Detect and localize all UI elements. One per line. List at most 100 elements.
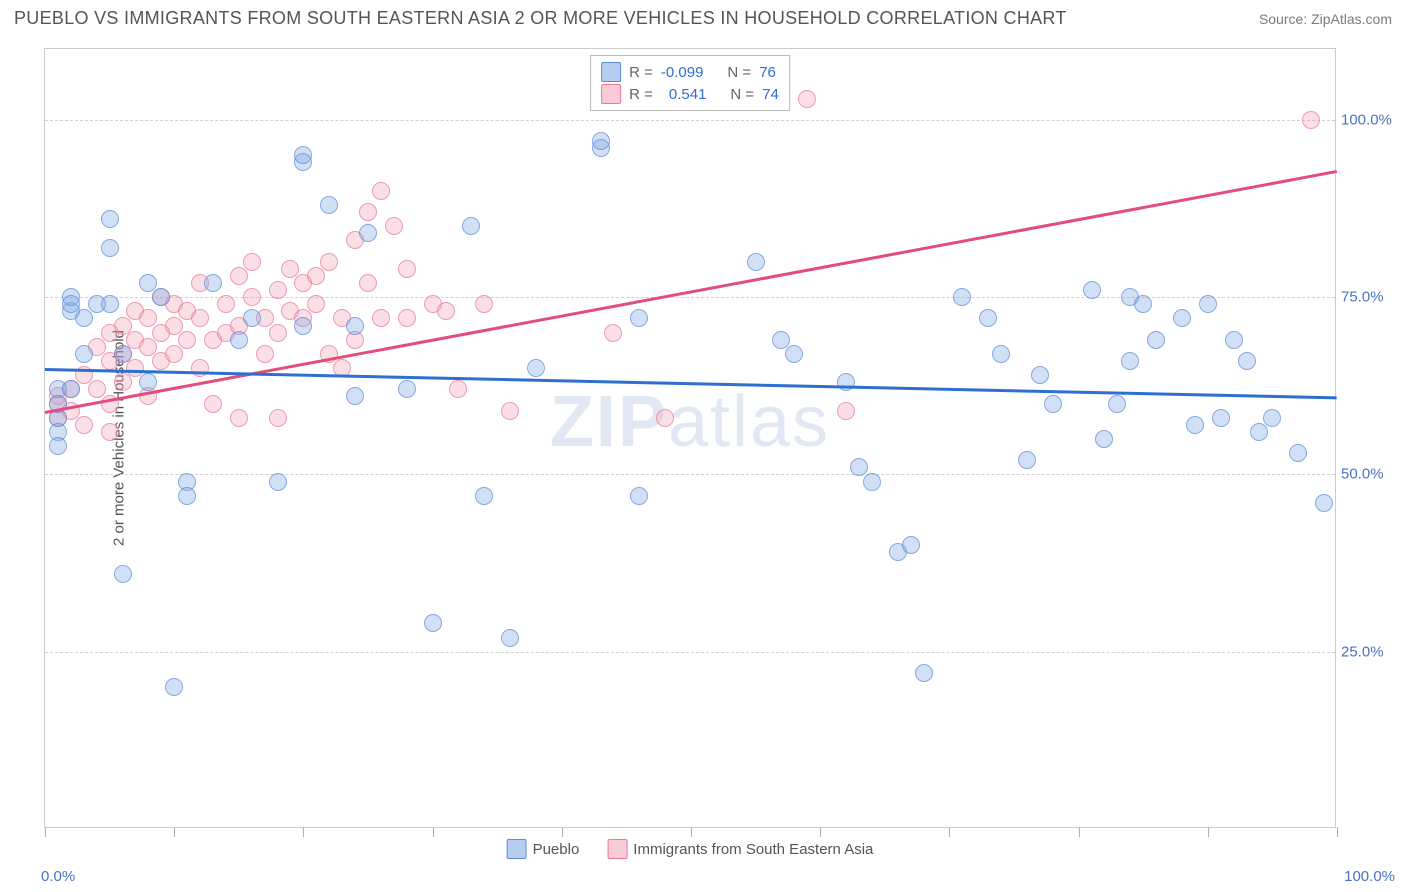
data-point <box>359 224 377 242</box>
data-point <box>204 395 222 413</box>
y-tick-label: 25.0% <box>1341 643 1397 660</box>
n-value: 74 <box>762 86 779 103</box>
data-point <box>1263 409 1281 427</box>
x-tick <box>174 827 175 837</box>
data-point <box>1095 430 1113 448</box>
data-point <box>1044 395 1062 413</box>
data-point <box>269 281 287 299</box>
data-point <box>527 359 545 377</box>
data-point <box>501 629 519 647</box>
data-point <box>1289 444 1307 462</box>
legend-item-pueblo: Pueblo <box>507 839 580 859</box>
data-point <box>398 380 416 398</box>
stats-row-blue: R = -0.099 N = 76 <box>601 62 779 82</box>
trend-line <box>45 170 1337 414</box>
data-point <box>320 196 338 214</box>
data-point <box>165 345 183 363</box>
data-point <box>604 324 622 342</box>
x-tick <box>1208 827 1209 837</box>
x-tick <box>1079 827 1080 837</box>
data-point <box>243 288 261 306</box>
x-tick <box>562 827 563 837</box>
source-attribution: Source: ZipAtlas.com <box>1259 11 1392 27</box>
data-point <box>1147 331 1165 349</box>
data-point <box>294 317 312 335</box>
data-point <box>191 359 209 377</box>
data-point <box>114 373 132 391</box>
data-point <box>1302 111 1320 129</box>
data-point <box>1108 395 1126 413</box>
x-tick-label-left: 0.0% <box>41 868 75 885</box>
legend-label: Pueblo <box>533 841 580 858</box>
data-point <box>475 487 493 505</box>
data-point <box>101 295 119 313</box>
data-point <box>372 309 390 327</box>
data-point <box>139 373 157 391</box>
data-point <box>592 132 610 150</box>
data-point <box>1134 295 1152 313</box>
data-point <box>243 253 261 271</box>
data-point <box>785 345 803 363</box>
data-point <box>798 90 816 108</box>
data-point <box>75 309 93 327</box>
data-point <box>449 380 467 398</box>
data-point <box>114 565 132 583</box>
r-label: R = <box>629 64 653 81</box>
data-point <box>294 146 312 164</box>
r-value: -0.099 <box>661 64 704 81</box>
data-point <box>62 380 80 398</box>
data-point <box>269 409 287 427</box>
data-point <box>837 402 855 420</box>
data-point <box>1199 295 1217 313</box>
data-point <box>191 309 209 327</box>
data-point <box>385 217 403 235</box>
data-point <box>75 345 93 363</box>
data-point <box>359 203 377 221</box>
data-point <box>979 309 997 327</box>
data-point <box>256 345 274 363</box>
swatch-blue-icon <box>601 62 621 82</box>
gridline <box>45 120 1335 121</box>
n-label: N = <box>730 86 754 103</box>
data-point <box>204 274 222 292</box>
watermark-zip: ZIP <box>550 382 668 462</box>
n-label: N = <box>727 64 751 81</box>
gridline <box>45 652 1335 653</box>
data-point <box>346 387 364 405</box>
x-tick <box>45 827 46 837</box>
x-tick-label-right: 100.0% <box>1344 868 1395 885</box>
data-point <box>230 409 248 427</box>
data-point <box>1173 309 1191 327</box>
n-value: 76 <box>759 64 776 81</box>
x-tick <box>1337 827 1338 837</box>
data-point <box>152 288 170 306</box>
data-point <box>656 409 674 427</box>
watermark: ZIPatlas <box>550 381 830 463</box>
x-tick <box>691 827 692 837</box>
data-point <box>178 487 196 505</box>
data-point <box>320 253 338 271</box>
data-point <box>243 309 261 327</box>
data-point <box>992 345 1010 363</box>
gridline <box>45 474 1335 475</box>
data-point <box>1018 451 1036 469</box>
data-point <box>307 295 325 313</box>
x-tick <box>433 827 434 837</box>
y-tick-label: 100.0% <box>1341 111 1397 128</box>
data-point <box>269 473 287 491</box>
legend-label: Immigrants from South Eastern Asia <box>633 841 873 858</box>
x-tick <box>820 827 821 837</box>
data-point <box>1031 366 1049 384</box>
r-label: R = <box>629 86 653 103</box>
legend-item-immigrants: Immigrants from South Eastern Asia <box>607 839 873 859</box>
stats-row-pink: R = 0.541 N = 74 <box>601 84 779 104</box>
data-point <box>101 210 119 228</box>
x-tick <box>303 827 304 837</box>
header: PUEBLO VS IMMIGRANTS FROM SOUTH EASTERN … <box>0 0 1406 33</box>
data-point <box>837 373 855 391</box>
stats-box: R = -0.099 N = 76 R = 0.541 N = 74 <box>590 55 790 111</box>
data-point <box>359 274 377 292</box>
data-point <box>953 288 971 306</box>
data-point <box>101 239 119 257</box>
y-tick-label: 75.0% <box>1341 289 1397 306</box>
